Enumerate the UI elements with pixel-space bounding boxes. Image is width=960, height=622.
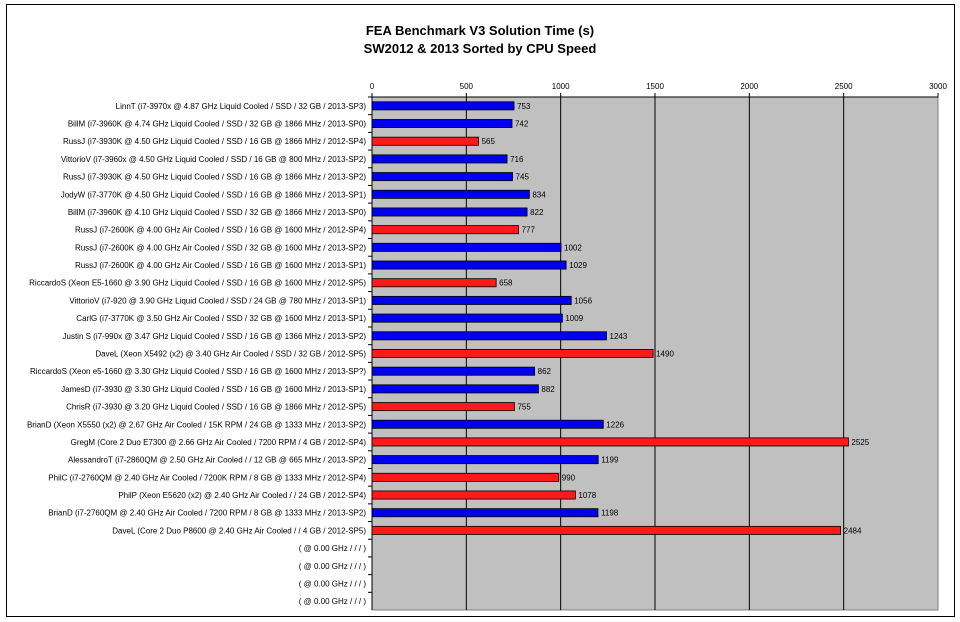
bar-category-label: LinnT (i7-3970x @ 4.87 GHz Liquid Cooled… bbox=[116, 102, 367, 111]
x-tick-label: 1000 bbox=[552, 82, 570, 91]
bar bbox=[371, 119, 513, 129]
bar-category-label: JamesD (i7-3930 @ 3.30 GHz Liquid Cooled… bbox=[61, 385, 366, 394]
bar-category-label: BillM (i7-3960K @ 4.74 GHz Liquid Cooled… bbox=[68, 120, 366, 129]
bar bbox=[371, 260, 567, 270]
bar-category-label: BrianD (Xeon X5550 (x2) @ 2.67 GHz Air C… bbox=[27, 420, 366, 429]
bar bbox=[371, 419, 604, 429]
bar-value-label: 1199 bbox=[601, 456, 619, 465]
bar bbox=[371, 101, 515, 111]
bar bbox=[371, 189, 530, 199]
bar-value-label: 1226 bbox=[606, 420, 624, 429]
bar-category-label: ChrisR (i7-3930 @ 3.20 GHz Liquid Cooled… bbox=[66, 403, 366, 412]
bar-category-label: RussJ (i7-3930K @ 4.50 GHz Liquid Cooled… bbox=[63, 137, 366, 146]
chart-frame bbox=[6, 4, 955, 617]
bar bbox=[371, 384, 539, 394]
bar-category-label: RiccardoS (Xeon E5-1660 @ 3.90 GHz Liqui… bbox=[29, 279, 366, 288]
x-tick-label: 2000 bbox=[740, 82, 758, 91]
bar bbox=[371, 242, 562, 252]
bar-value-label: 755 bbox=[517, 403, 531, 412]
bar bbox=[371, 472, 560, 482]
bar-value-label: 862 bbox=[538, 367, 552, 376]
bar-category-label: DaveL (Xeon X5492 (x2) @ 3.40 GHz Air Co… bbox=[95, 350, 366, 359]
bar bbox=[371, 402, 515, 412]
bar-category-label: ( @ 0.00 GHz / / / ) bbox=[299, 544, 367, 553]
bar-category-label: VittorioV (i7-920 @ 3.90 GHz Liquid Cool… bbox=[69, 296, 366, 305]
x-tick-label: 3000 bbox=[929, 82, 947, 91]
bar-category-label: BillM (i7-3960K @ 4.10 GHz Liquid Cooled… bbox=[68, 208, 366, 217]
bar-value-label: 1243 bbox=[610, 332, 628, 341]
bar-category-label: JodyW (i7-3770K @ 4.50 GHz Liquid Cooled… bbox=[61, 190, 367, 199]
bar-category-label: RussJ (i7-2600K @ 4.00 GHz Air Cooled / … bbox=[75, 261, 366, 270]
bar-value-label: 745 bbox=[516, 173, 530, 182]
bar bbox=[371, 172, 513, 182]
bar bbox=[371, 295, 572, 305]
bar bbox=[371, 508, 599, 518]
bar-category-label: Justin S (i7-990x @ 3.47 GHz Liquid Cool… bbox=[63, 332, 367, 341]
bar-value-label: 1078 bbox=[578, 491, 596, 500]
bar-value-label: 1056 bbox=[574, 296, 592, 305]
bar-category-label: RiccardoS (Xeon e5-1660 @ 3.30 GHz Liqui… bbox=[30, 367, 366, 376]
bar bbox=[371, 490, 576, 500]
bar-category-label: RussJ (i7-2600K @ 4.00 GHz Air Cooled / … bbox=[75, 243, 366, 252]
bar-category-label: BrianD (i7-2760QM @ 2.40 GHz Air Cooled … bbox=[48, 509, 366, 518]
bar-category-label: PhilP (Xeon E5620 (x2) @ 2.40 GHz Air Co… bbox=[118, 491, 366, 500]
bar-value-label: 1002 bbox=[564, 243, 582, 252]
bar-category-label: VittorioV (i7-3960x @ 4.50 GHz Liquid Co… bbox=[61, 155, 366, 164]
bar-category-label: ( @ 0.00 GHz / / / ) bbox=[299, 562, 367, 571]
bar-value-label: 565 bbox=[482, 137, 496, 146]
bar-value-label: 777 bbox=[522, 226, 536, 235]
bar-value-label: 822 bbox=[530, 208, 544, 217]
bar-value-label: 742 bbox=[515, 120, 529, 129]
bar-category-label: CarlG (i7-3770K @ 3.50 GHz Air Cooled / … bbox=[76, 314, 366, 323]
bar-value-label: 1009 bbox=[565, 314, 583, 323]
bar bbox=[371, 455, 599, 465]
bar bbox=[371, 313, 563, 323]
bar-value-label: 834 bbox=[532, 190, 546, 199]
bar-category-label: RussJ (i7-2600K @ 4.00 GHz Air Cooled / … bbox=[75, 226, 366, 235]
bar-value-label: 1029 bbox=[569, 261, 587, 270]
bar-value-label: 882 bbox=[541, 385, 555, 394]
bar-category-label: RussJ (i7-3930K @ 4.50 GHz Liquid Cooled… bbox=[63, 173, 366, 182]
bar bbox=[371, 349, 654, 358]
bar bbox=[371, 278, 497, 288]
bar-value-label: 2525 bbox=[851, 438, 869, 447]
bar-value-label: 2484 bbox=[844, 526, 862, 535]
bar bbox=[371, 154, 508, 164]
bar-value-label: 1490 bbox=[656, 350, 674, 359]
x-tick-label: 2500 bbox=[835, 82, 853, 91]
x-tick-label: 500 bbox=[460, 82, 474, 91]
bar-category-label: PhilC (i7-2760QM @ 2.40 GHz Air Cooled /… bbox=[48, 473, 366, 482]
bar bbox=[371, 525, 842, 535]
bar-category-label: DaveL (Core 2 Duo P8600 @ 2.40 GHz Air C… bbox=[112, 526, 366, 535]
bar bbox=[371, 437, 849, 447]
bar-category-label: ( @ 0.00 GHz / / / ) bbox=[299, 597, 367, 606]
bar-value-label: 1198 bbox=[601, 509, 619, 518]
x-tick-label: 0 bbox=[370, 82, 375, 91]
bar bbox=[371, 207, 528, 217]
bar-value-label: 990 bbox=[562, 473, 576, 482]
bar bbox=[371, 366, 536, 376]
bar-value-label: 658 bbox=[499, 279, 513, 288]
x-tick-label: 1500 bbox=[646, 82, 664, 91]
bar bbox=[371, 225, 519, 235]
bar-value-label: 753 bbox=[517, 102, 531, 111]
bar bbox=[371, 331, 607, 341]
bar bbox=[371, 136, 479, 146]
chart-subtitle: SW2012 & 2013 Sorted by CPU Speed bbox=[363, 41, 597, 56]
bar-value-label: 716 bbox=[510, 155, 524, 164]
bar-category-label: GregM (Core 2 Duo E7300 @ 2.66 GHz Air C… bbox=[71, 438, 367, 447]
bar-category-label: AlessandroT (i7-2860QM @ 2.50 GHz Air Co… bbox=[68, 456, 366, 465]
chart-title: FEA Benchmark V3 Solution Time (s) bbox=[365, 23, 595, 38]
bar-category-label: ( @ 0.00 GHz / / / ) bbox=[299, 579, 367, 588]
